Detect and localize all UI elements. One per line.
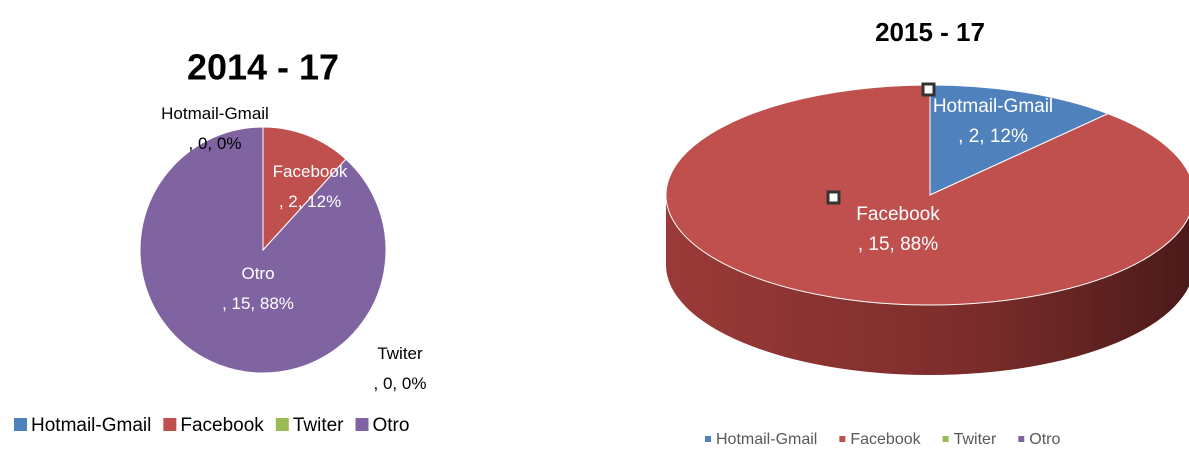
pie-slice bbox=[262, 126, 347, 252]
legend-swatch bbox=[163, 418, 177, 431]
legend-label: Hotmail-Gmail bbox=[716, 431, 817, 448]
data-label: Twiter, 0, 0% bbox=[374, 344, 427, 393]
data-label: Facebook, 2, 12% bbox=[273, 162, 348, 211]
legend-swatch bbox=[14, 418, 27, 431]
legend-label: Facebook bbox=[850, 431, 921, 448]
pie-slice bbox=[139, 126, 387, 374]
chart-title: 2015 - 17 bbox=[875, 17, 985, 47]
legend-swatch bbox=[275, 418, 289, 431]
pie-slice bbox=[665, 84, 1189, 306]
data-label: Otro, 15, 88% bbox=[222, 264, 294, 313]
label-marker bbox=[826, 190, 841, 205]
data-label: Hotmail-Gmail, 0, 0% bbox=[161, 104, 269, 153]
legend-swatch bbox=[1018, 436, 1025, 442]
legend-swatch bbox=[705, 436, 711, 442]
label-marker bbox=[921, 82, 936, 97]
legend-label: Facebook bbox=[180, 415, 264, 436]
legend-swatch bbox=[942, 436, 949, 442]
pie-side bbox=[666, 195, 1189, 375]
legend-swatch bbox=[355, 418, 369, 431]
legend-swatch bbox=[839, 436, 846, 442]
chart-title: 2014 - 17 bbox=[187, 47, 339, 88]
legend-label: Twiter bbox=[954, 431, 997, 448]
data-label: Facebook, 15, 88% bbox=[856, 204, 940, 255]
legend-label: Otro bbox=[373, 415, 410, 436]
legend-label: Hotmail-Gmail bbox=[31, 415, 151, 436]
data-label: Hotmail-Gmail, 2, 12% bbox=[933, 96, 1053, 147]
pie-slice bbox=[929, 84, 1110, 196]
legend-label: Twiter bbox=[293, 415, 344, 436]
legend-label: Otro bbox=[1029, 431, 1060, 448]
